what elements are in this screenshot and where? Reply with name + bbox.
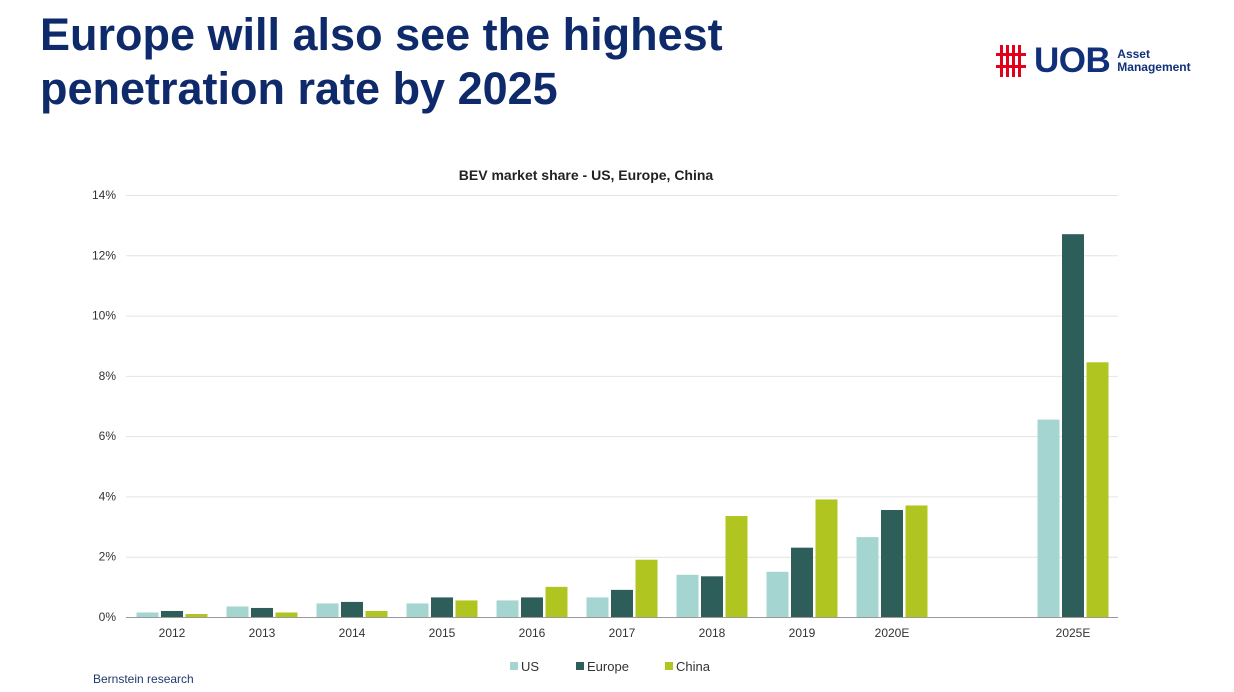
bar-us-2018 [676, 574, 699, 617]
logo-subtitle: Asset Management [1117, 48, 1190, 74]
legend-label: China [676, 659, 711, 674]
bar-europe-2013 [251, 607, 273, 617]
bar-us-2013 [226, 606, 249, 617]
bar-china-2016 [545, 586, 568, 617]
bar-china-2014 [365, 610, 388, 617]
bar-us-2012 [136, 612, 159, 617]
bar-europe-2016 [521, 597, 543, 617]
legend-swatch [576, 662, 584, 670]
y-tick-label: 8% [99, 369, 117, 383]
chart-legend: US Europe China [510, 659, 711, 674]
bar-us-2020e [856, 537, 879, 617]
bar-china-2015 [455, 600, 478, 617]
y-tick-label: 12% [92, 248, 116, 262]
bar-us-2025e [1037, 419, 1060, 617]
bar-us-2017 [586, 597, 609, 617]
bar-china-2012 [185, 613, 208, 617]
bar-europe-2019 [791, 547, 813, 617]
bar-europe-2017 [611, 589, 633, 617]
bar-europe-2015 [431, 597, 453, 617]
logo-subtitle-line-1: Asset [1117, 47, 1150, 61]
logo-subtitle-line-2: Management [1117, 60, 1191, 74]
slide-title-line-1: Europe will also see the highest [40, 9, 723, 60]
chart-gridlines [126, 195, 1118, 558]
bar-china-2018 [725, 516, 748, 617]
y-tick-label: 6% [99, 429, 117, 443]
bar-us-2016 [496, 600, 519, 617]
source-note: Bernstein research [93, 672, 194, 686]
bar-europe-2014 [341, 601, 363, 617]
legend-label: US [521, 659, 539, 674]
x-tick-label: 2013 [249, 626, 276, 640]
x-axis-ticks: 2012 2013 2014 2015 2016 2017 2018 2019 2020E 202… [159, 626, 1091, 640]
bar-china-2017 [635, 559, 658, 617]
bar-china-2019 [815, 499, 838, 617]
legend-swatch [665, 662, 673, 670]
legend-item-us: US [510, 659, 539, 674]
y-tick-label: 4% [99, 489, 117, 503]
bar-china-2013 [275, 612, 298, 617]
bar-europe-2012 [161, 610, 183, 617]
bar-china-2025e [1086, 362, 1109, 617]
bar-europe-2018 [701, 576, 723, 617]
y-axis-ticks: 0% 2% 4% 6% 8% 10% 12% 14% [92, 188, 116, 624]
y-tick-label: 0% [99, 610, 117, 624]
x-tick-label: 2015 [429, 626, 456, 640]
chart-title: BEV market share - US, Europe, China [459, 167, 714, 183]
bar-us-2019 [766, 571, 789, 617]
uob-logo-mark-icon [996, 45, 1026, 77]
bar-europe-2025e [1062, 234, 1084, 617]
x-tick-label: 2019 [789, 626, 816, 640]
x-tick-label: 2025E [1056, 626, 1091, 640]
x-tick-label: 2014 [339, 626, 366, 640]
slide-title-line-2: penetration rate by 2025 [40, 63, 558, 114]
bar-europe-2020e [881, 509, 903, 617]
legend-item-china: China [665, 659, 711, 674]
uob-logo: UOB Asset Management [996, 43, 1191, 79]
y-tick-label: 10% [92, 309, 116, 323]
chart-bars [136, 234, 1109, 617]
bar-us-2015 [406, 603, 429, 617]
x-tick-label: 2018 [699, 626, 726, 640]
bar-us-2014 [316, 603, 339, 617]
legend-item-europe: Europe [576, 659, 629, 674]
x-tick-label: 2017 [609, 626, 636, 640]
legend-swatch [510, 662, 518, 670]
legend-label: Europe [587, 659, 629, 674]
y-tick-label: 2% [99, 550, 117, 564]
x-tick-label: 2016 [519, 626, 546, 640]
bar-china-2020e [905, 505, 928, 617]
y-tick-label: 14% [92, 188, 116, 202]
x-tick-label: 2020E [875, 626, 910, 640]
slide-title: Europe will also see the highest penetra… [40, 8, 840, 116]
logo-wordmark: UOB [1034, 41, 1111, 80]
x-tick-label: 2012 [159, 626, 186, 640]
